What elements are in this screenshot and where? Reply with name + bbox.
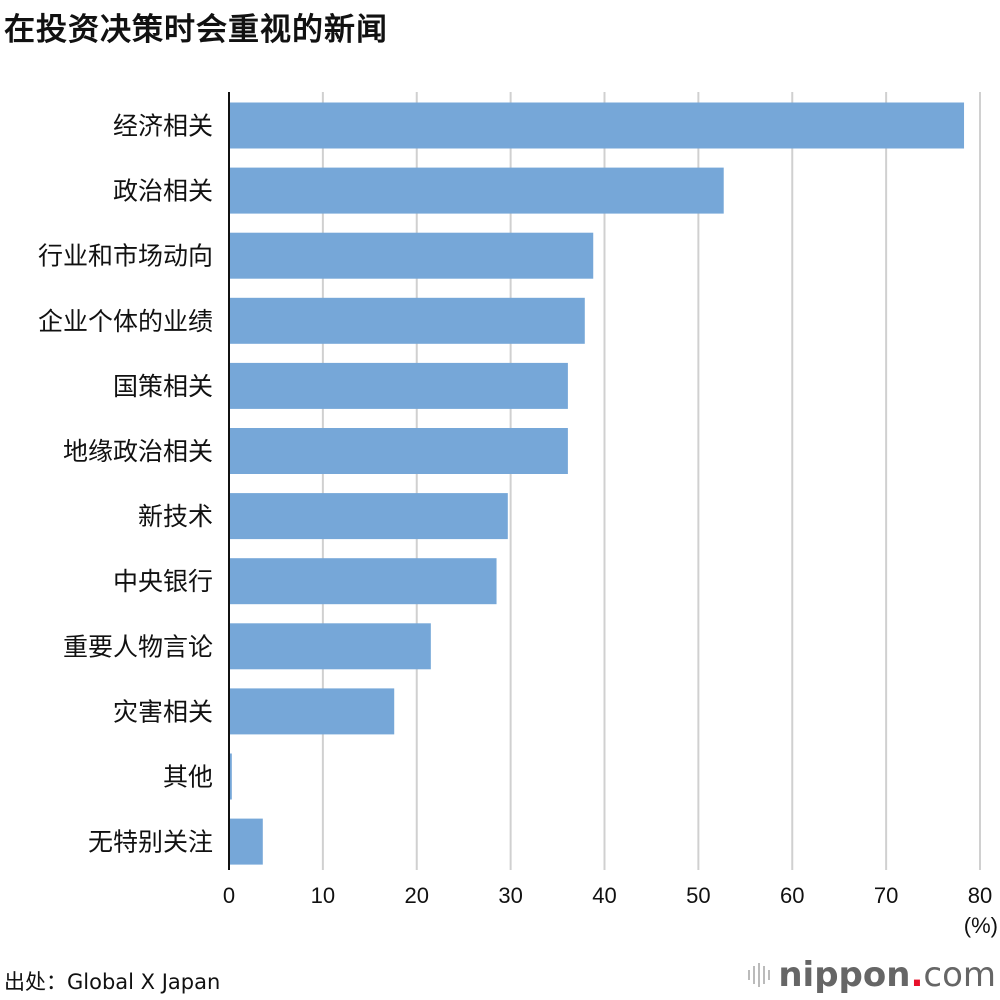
bar <box>229 297 585 344</box>
nippon-logo: nippon. com <box>748 955 996 995</box>
x-tick-label: 0 <box>223 883 235 908</box>
bar <box>229 428 568 474</box>
bar <box>229 362 568 409</box>
category-label: 经济相关 <box>113 112 213 141</box>
x-tick-label: 10 <box>311 883 335 908</box>
bar-chart: 0 10 20 30 40 50 60 70 80 (%) 经济相关政治相关行业和市场动向企业个体的… <box>38 92 998 938</box>
category-label: 行业和市场动向 <box>38 242 213 271</box>
bar <box>229 102 965 149</box>
logo-text: nippon <box>778 955 911 995</box>
bar <box>229 623 431 670</box>
source-note: 出处：Global X Japan <box>4 970 221 994</box>
category-label: 企业个体的业绩 <box>38 307 213 336</box>
category-label: 无特别关注 <box>88 828 213 857</box>
category-label: 地缘政治相关 <box>63 437 213 466</box>
bar <box>229 493 508 540</box>
category-label: 中央银行 <box>113 567 213 596</box>
x-tick-label: 70 <box>874 883 898 908</box>
category-label: 灾害相关 <box>113 697 213 726</box>
x-tick-label: 50 <box>686 883 710 908</box>
logo-dot: . <box>910 955 924 995</box>
category-label: 其他 <box>163 763 213 792</box>
bar <box>229 753 232 800</box>
category-label: 新技术 <box>138 502 213 531</box>
bar <box>229 167 724 214</box>
x-tick-label: 30 <box>498 883 522 908</box>
bar <box>229 232 594 279</box>
x-tick-label: 80 <box>968 883 992 908</box>
x-tick-label: 40 <box>592 883 616 908</box>
bar <box>229 818 263 865</box>
x-tick-label: 20 <box>405 883 429 908</box>
x-tick-label: 60 <box>780 883 804 908</box>
logo-bars-icon <box>748 963 771 987</box>
chart-title: 在投资决策时会重视的新闻 <box>4 12 388 48</box>
bar <box>229 558 497 605</box>
logo-suffix: com <box>923 955 996 995</box>
bar <box>229 688 395 735</box>
category-label: 国策相关 <box>113 372 213 401</box>
x-unit-label: (%) <box>964 913 998 938</box>
category-label: 重要人物言论 <box>63 632 213 661</box>
category-label: 政治相关 <box>113 177 213 206</box>
